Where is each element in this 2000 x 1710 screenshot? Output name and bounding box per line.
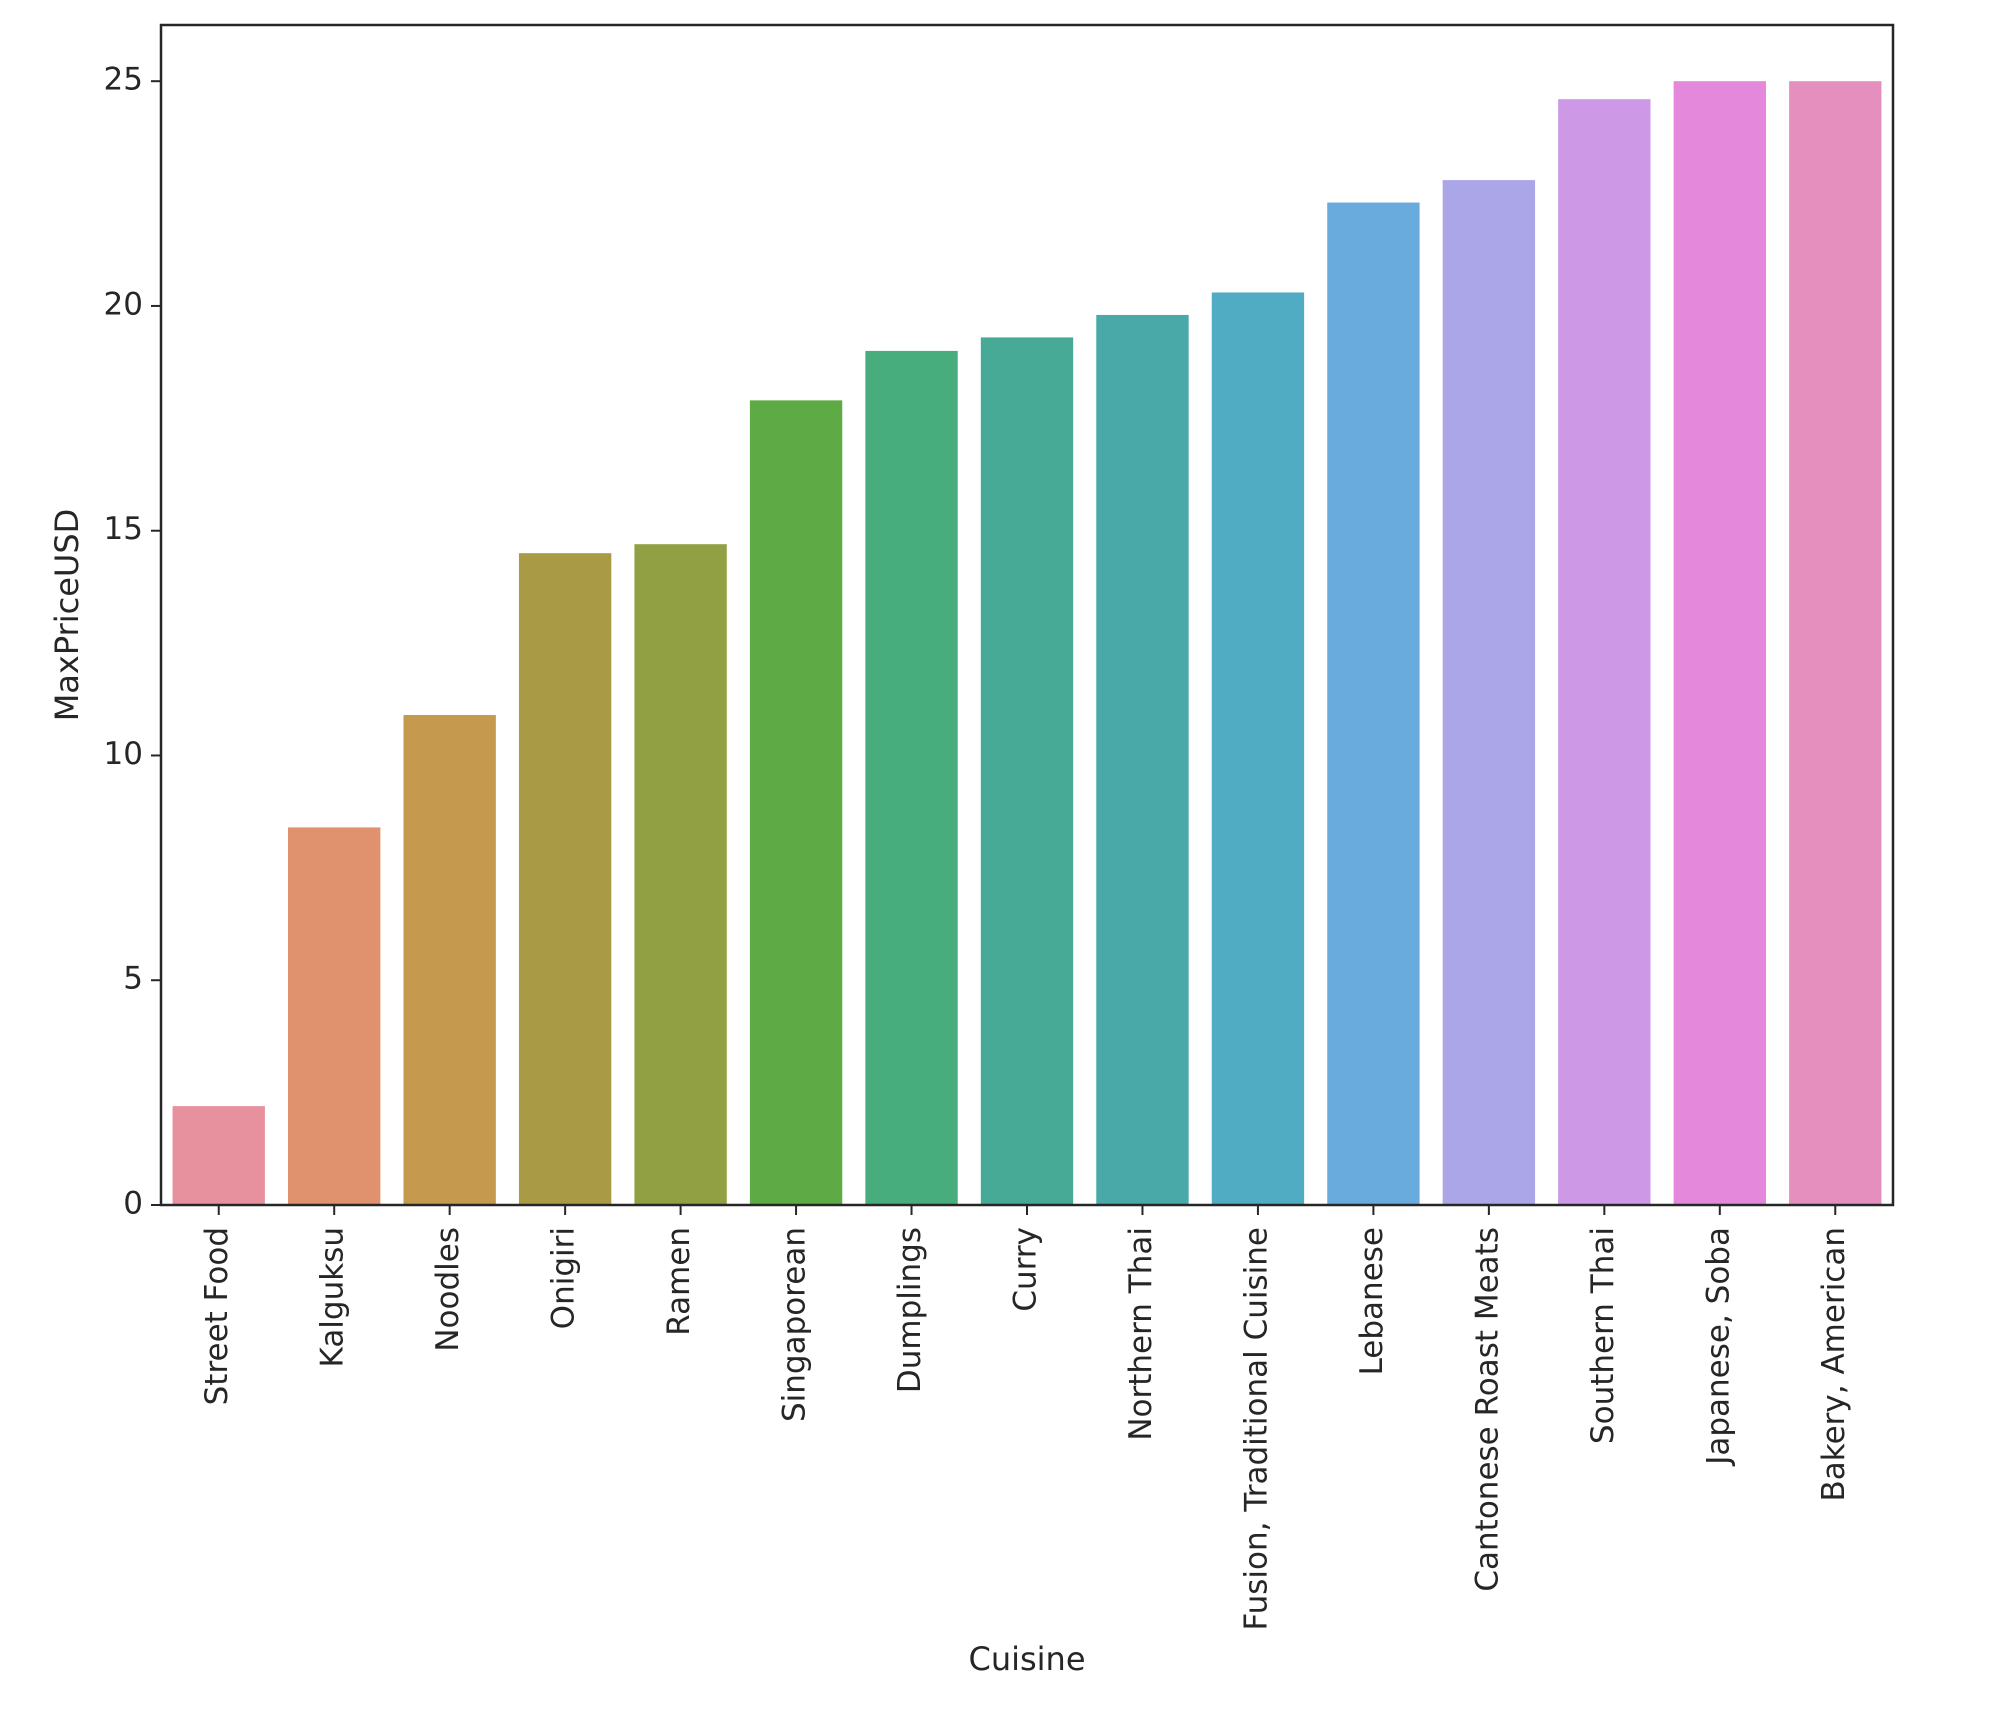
y-tick-label-2: 10	[104, 736, 143, 772]
x-axis: Street Food Kalguksu Noodles Onigiri Ramen Si…	[199, 1205, 1852, 1631]
x-axis-label: Cuisine	[968, 1640, 1085, 1678]
x-tick-label-13: Japanese, Soba	[1700, 1227, 1736, 1467]
x-tick-label-4: Ramen	[661, 1227, 697, 1336]
y-tick-label-3: 15	[104, 511, 143, 547]
x-tick-label-7: Curry	[1008, 1227, 1044, 1312]
bar-14	[1789, 81, 1882, 1206]
bar-9	[1211, 292, 1305, 1205]
bar-2	[403, 715, 496, 1205]
x-tick-label-12: Southern Thai	[1585, 1227, 1621, 1444]
bar-3	[518, 553, 612, 1205]
x-tick-label-0: Street Food	[199, 1227, 235, 1405]
x-tick-label-2: Noodles	[430, 1227, 466, 1352]
bar-0	[172, 1106, 265, 1205]
bar-13	[1673, 81, 1766, 1206]
y-axis: 0 5 10 15 20 25	[104, 62, 161, 1222]
bar-5	[749, 400, 843, 1205]
x-tick-label-11: Cantonese Roast Meats	[1469, 1227, 1505, 1592]
y-tick-label-0: 0	[123, 1186, 143, 1222]
bar-1	[288, 827, 381, 1205]
bar-7	[980, 337, 1074, 1205]
y-axis-label: MaxPriceUSD	[48, 509, 86, 722]
y-tick-label-4: 20	[104, 286, 143, 322]
plot-frame	[159, 23, 1895, 1207]
bar-12	[1558, 99, 1651, 1206]
bar-6	[865, 350, 958, 1205]
bar-4	[634, 544, 727, 1205]
x-tick-label-6: Dumplings	[892, 1227, 928, 1393]
x-tick-label-14: Bakery, American	[1816, 1227, 1852, 1502]
bars-group	[172, 81, 1882, 1206]
x-tick-label-5: Singaporean	[777, 1227, 813, 1422]
bar-11	[1442, 180, 1536, 1206]
x-tick-label-8: Northern Thai	[1123, 1227, 1159, 1441]
x-tick-label-3: Onigiri	[546, 1227, 582, 1329]
bar-8	[1096, 314, 1189, 1205]
bar-10	[1327, 202, 1420, 1206]
x-tick-label-1: Kalguksu	[315, 1227, 351, 1367]
x-tick-label-9: Fusion, Traditional Cuisine	[1238, 1227, 1274, 1631]
y-tick-label-5: 25	[104, 62, 143, 98]
y-tick-label-1: 5	[123, 961, 143, 997]
x-tick-label-10: Lebanese	[1354, 1227, 1390, 1375]
